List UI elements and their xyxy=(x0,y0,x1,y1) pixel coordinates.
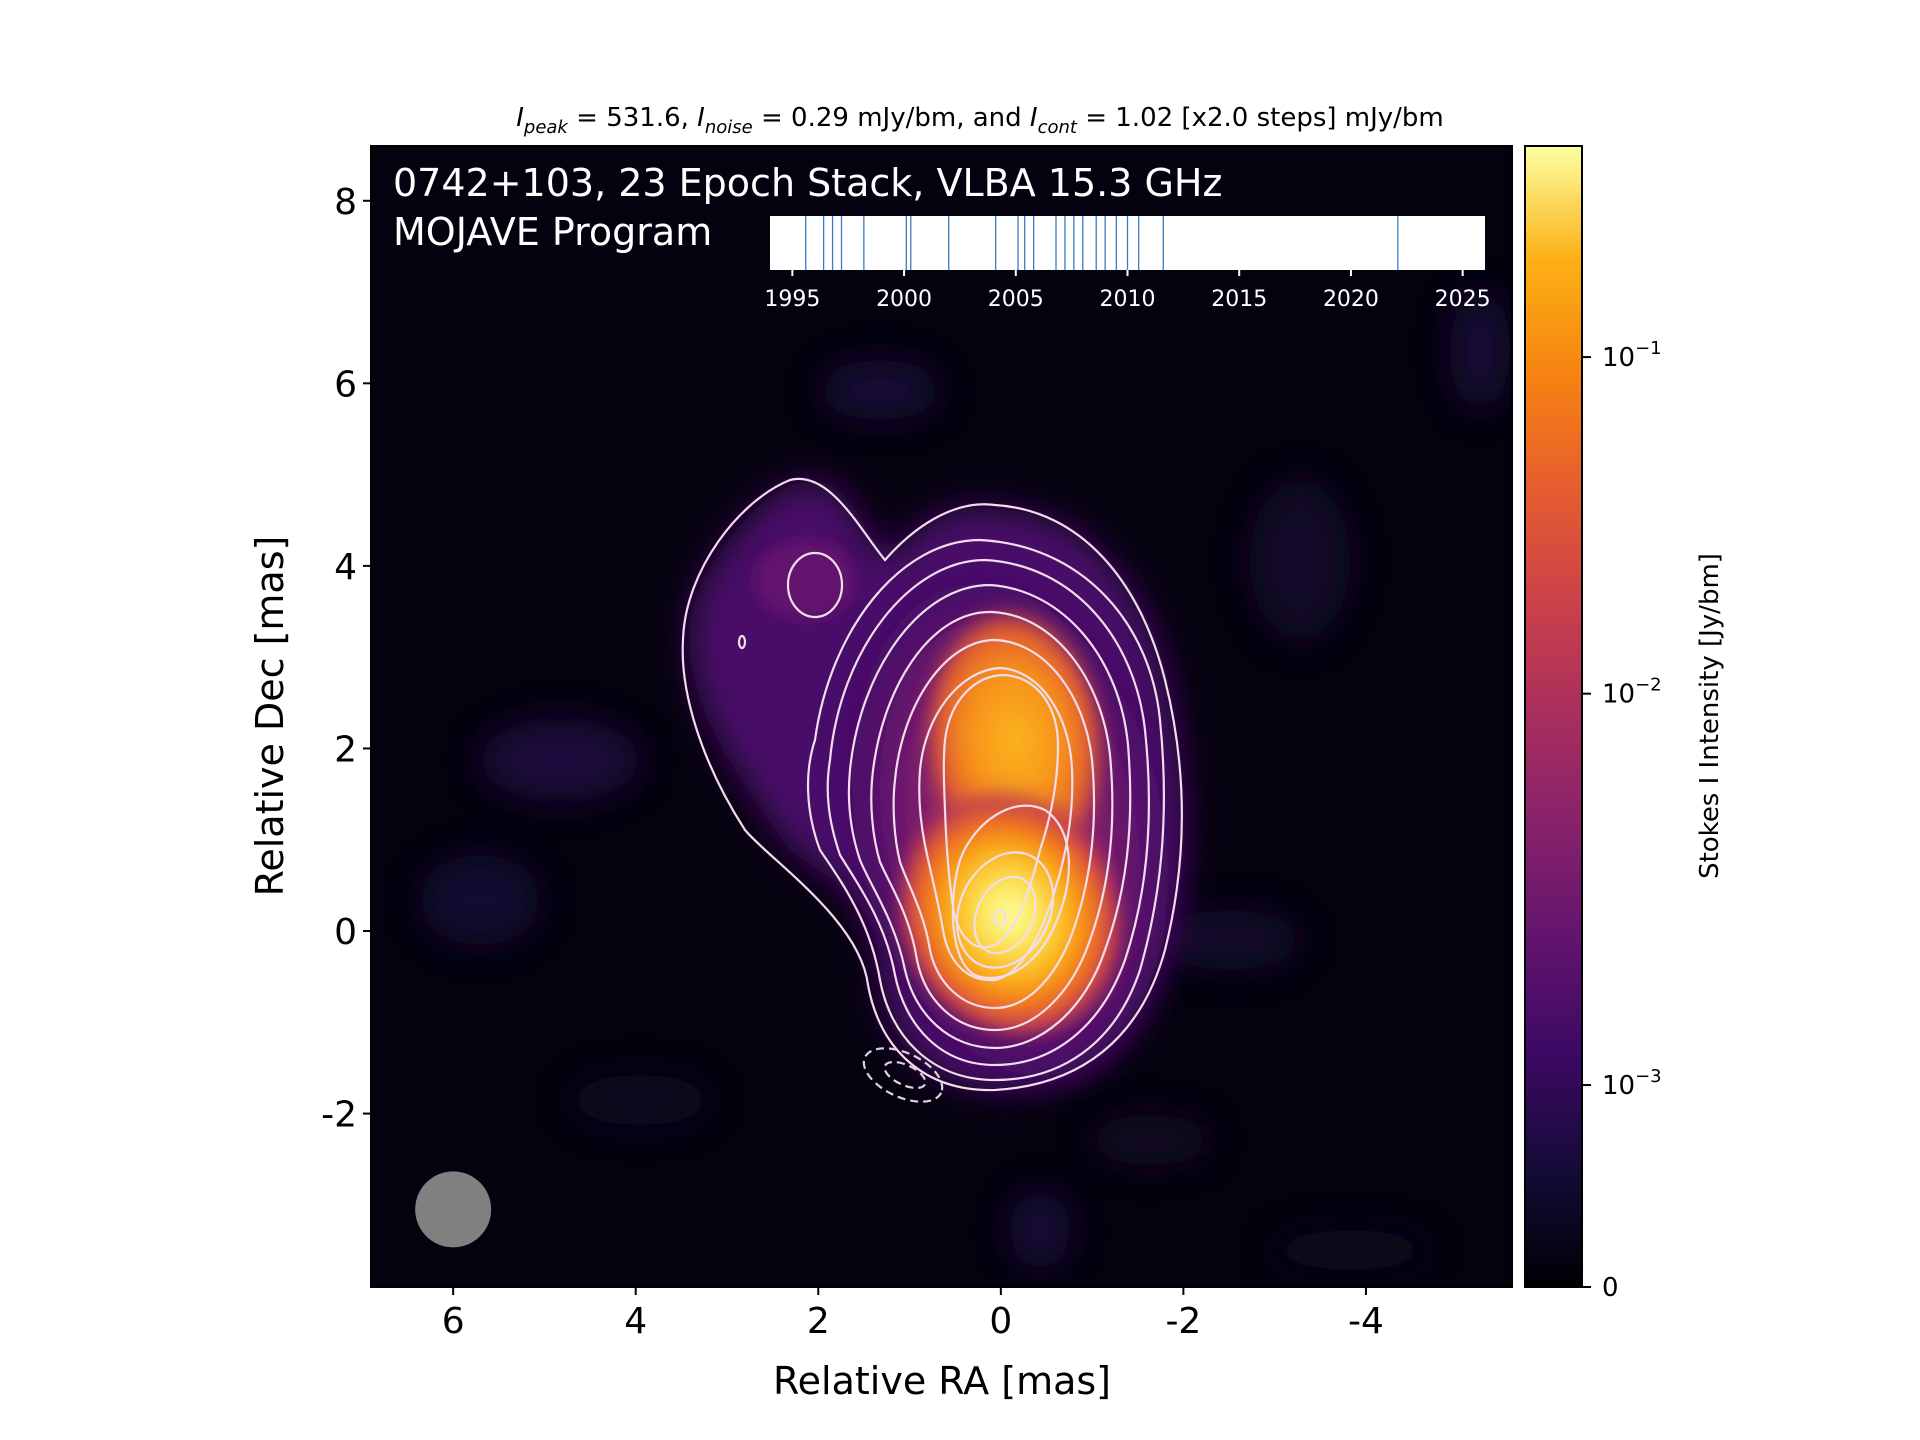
image-panel: 0742+103, 23 Epoch Stack, VLBA 15.3 GHz … xyxy=(371,146,1512,1287)
y-tick-label: 0 xyxy=(334,912,357,953)
emission xyxy=(688,480,1184,1090)
y-tick-label: -2 xyxy=(321,1095,357,1136)
plot-frame xyxy=(370,145,1513,1288)
x-tick-label: 6 xyxy=(442,1301,465,1342)
colorbar-label: Stokes I Intensity [Jy/bm] xyxy=(1695,553,1725,879)
epoch-tick-label: 1995 xyxy=(764,287,820,312)
x-tick-label: 0 xyxy=(989,1301,1012,1342)
x-tick-label: -2 xyxy=(1165,1301,1201,1342)
colorbar-gradient xyxy=(1524,145,1583,1288)
header-title: Ipeak = 531.6, Inoise = 0.29 mJy/bm, and… xyxy=(516,103,1444,138)
negative-contours xyxy=(862,1047,944,1103)
colorbar-tick-label: 0 xyxy=(1602,1273,1619,1303)
epoch-timeline: 1995 2000 2005 2010 2015 2020 2025 xyxy=(764,216,1491,312)
y-tick-label: 2 xyxy=(334,729,357,770)
source-annotation-line2: MOJAVE Program xyxy=(393,210,712,254)
epoch-tick-label: 2000 xyxy=(876,287,932,312)
x-tick-label: 2 xyxy=(807,1301,830,1342)
background-noise xyxy=(420,290,1510,1270)
beam-ellipse xyxy=(415,1171,492,1248)
epoch-tick-label: 2020 xyxy=(1323,287,1379,312)
epoch-tick-label: 2005 xyxy=(988,287,1044,312)
epoch-tick-label: 2015 xyxy=(1211,287,1267,312)
y-tick-label: 6 xyxy=(334,364,357,405)
y-axis: 8 6 4 2 0 -2 xyxy=(321,182,371,1136)
source-annotation-line1: 0742+103, 23 Epoch Stack, VLBA 15.3 GHz xyxy=(393,161,1222,205)
colorbar-tick-label: 10−3 xyxy=(1602,1066,1662,1101)
epoch-tick-label: 2010 xyxy=(1100,287,1156,312)
epoch-tick-label: 2025 xyxy=(1435,287,1491,312)
x-axis: 6 4 2 0 -2 -4 xyxy=(442,1287,1384,1342)
y-tick-label: 8 xyxy=(334,182,357,223)
colorbar: 0 10−3 10−2 10−1 Stokes I Intensity [Jy/bm] xyxy=(1524,145,1725,1303)
y-tick-label: 4 xyxy=(334,547,357,588)
y-axis-label: Relative Dec [mas] xyxy=(248,536,292,897)
colorbar-tick-label: 10−1 xyxy=(1602,338,1662,373)
x-tick-label: -4 xyxy=(1348,1301,1384,1342)
x-axis-label: Relative RA [mas] xyxy=(773,1359,1111,1403)
colorbar-tick-label: 10−2 xyxy=(1602,675,1662,710)
x-tick-label: 4 xyxy=(624,1301,647,1342)
contours xyxy=(681,477,1184,1092)
